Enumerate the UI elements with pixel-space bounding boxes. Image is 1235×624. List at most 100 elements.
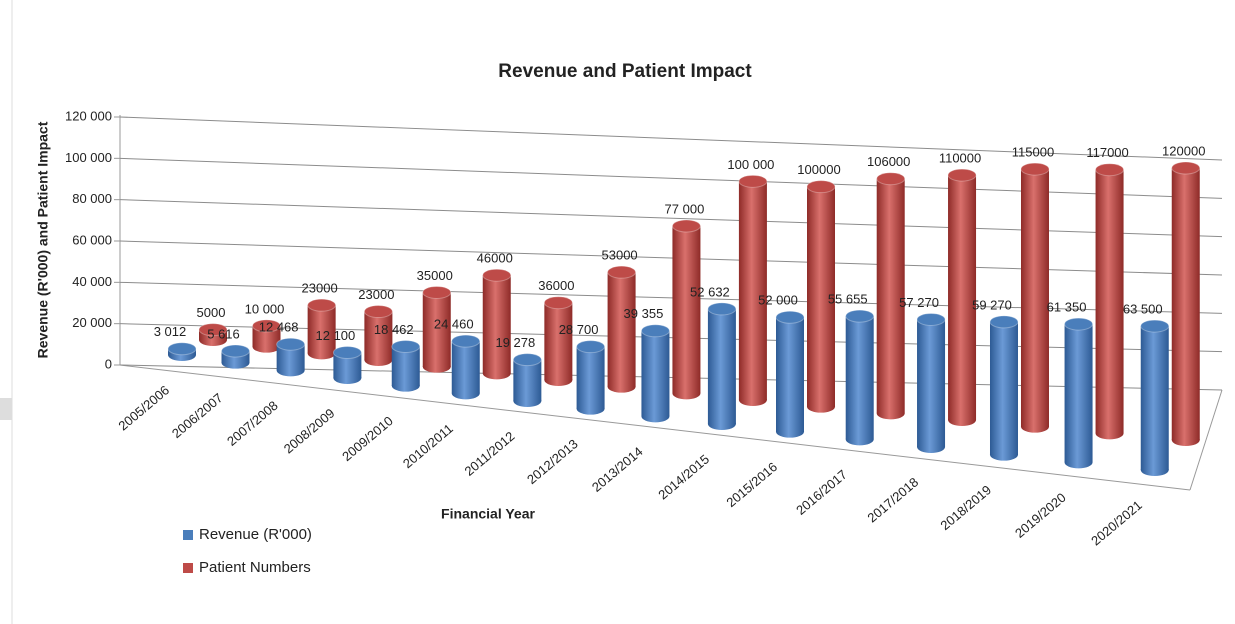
x-tick-label: 2010/2011 [400, 421, 456, 471]
cylinder-top [1064, 317, 1094, 331]
y-axis-label: Revenue (R'000) and Patient Impact [35, 121, 51, 358]
cylinder [707, 302, 737, 430]
grid-line [119, 240, 1223, 276]
cylinder-top [482, 268, 512, 282]
cylinder [989, 315, 1019, 461]
cylinder-top [451, 334, 481, 348]
cylinder-body [364, 311, 393, 360]
value-label: 10 000 [245, 301, 285, 316]
value-label: 120000 [1162, 143, 1205, 158]
cylinder-body [672, 225, 701, 394]
x-tick-label: 2016/2017 [793, 467, 850, 518]
cylinder-top [276, 337, 306, 351]
value-label: 117000 [1086, 145, 1128, 160]
x-tick-label: 2008/2009 [281, 405, 338, 456]
value-label: 24 460 [434, 317, 474, 332]
cylinder-top [252, 319, 282, 333]
x-tick-label: 2020/2021 [1088, 497, 1145, 548]
cylinder [640, 324, 670, 423]
value-label: 12 100 [316, 328, 356, 343]
y-tick-label: 20 000 [72, 315, 112, 330]
value-label: 53000 [602, 248, 638, 263]
cylinder-top [543, 296, 573, 310]
cylinder-top [989, 315, 1019, 329]
grid-line [119, 116, 1223, 161]
value-label: 55 655 [828, 292, 868, 307]
x-tick-label: 2018/2019 [937, 482, 994, 533]
x-tick-label: 2014/2015 [655, 451, 712, 502]
x-tick-label: 2005/2006 [115, 382, 172, 433]
value-label: 115000 [1012, 145, 1054, 160]
cylinder-body [307, 305, 336, 354]
cylinder-body [807, 186, 835, 407]
legend-swatch [183, 530, 193, 540]
cylinder [276, 337, 306, 377]
value-label: 61 350 [1047, 300, 1087, 315]
x-tick-label: 2007/2008 [224, 398, 281, 449]
cylinder-body [252, 325, 281, 347]
cylinder-top [167, 342, 197, 356]
cylinder-body [989, 321, 1018, 455]
value-label: 52 000 [758, 293, 798, 308]
cylinder-top [1140, 319, 1170, 333]
cylinder [167, 342, 197, 361]
cylinder [947, 168, 977, 426]
cylinder-top [512, 353, 542, 367]
cylinder-top [363, 305, 393, 319]
value-label: 57 270 [899, 295, 939, 310]
cylinder-body [1064, 324, 1093, 463]
cylinder [221, 344, 251, 369]
value-label: 106000 [867, 154, 910, 169]
cylinder-body [1171, 168, 1200, 440]
value-label: 100 000 [727, 157, 774, 172]
cylinder [607, 265, 637, 393]
cylinder-body [845, 316, 874, 440]
cylinder-top [391, 340, 421, 354]
cylinder [1171, 161, 1201, 446]
x-tick-label: 2017/2018 [864, 474, 921, 525]
x-tick-label: 2019/2020 [1012, 490, 1069, 541]
value-label: 5 616 [207, 326, 240, 341]
cylinder-top [1171, 161, 1201, 175]
value-label: 100000 [797, 162, 840, 177]
cylinder [806, 180, 836, 413]
value-label: 46000 [477, 251, 513, 266]
cylinder-body [707, 308, 736, 424]
floor-front [119, 364, 1191, 491]
cylinder [1020, 162, 1050, 433]
value-label: 19 278 [495, 335, 535, 350]
cylinder [307, 298, 337, 360]
cylinder [543, 296, 573, 386]
cylinder-top [221, 344, 251, 358]
value-label: 35000 [417, 268, 453, 283]
chart-title: Revenue and Patient Impact [498, 61, 752, 82]
cylinder-body [544, 302, 573, 380]
cylinder [252, 319, 282, 353]
x-axis-label: Financial Year [441, 506, 535, 522]
cylinder-body [876, 178, 905, 414]
value-label: 18 462 [374, 322, 414, 337]
y-tick-label: 100 000 [65, 150, 112, 165]
x-tick-label: 2013/2014 [589, 444, 646, 495]
cylinder [332, 346, 362, 384]
grid-line [119, 157, 1223, 199]
x-tick-label: 2015/2016 [723, 459, 780, 510]
cylinder-top [640, 324, 670, 338]
y-tick-label: 0 [105, 356, 112, 371]
cylinder-body [576, 346, 605, 409]
cylinder-top [307, 298, 337, 312]
cylinder-body [917, 319, 946, 447]
cylinder-body [513, 359, 542, 401]
cylinder [876, 172, 906, 420]
cylinder [576, 340, 606, 415]
y-tick-label: 120 000 [65, 108, 112, 123]
value-label: 59 270 [972, 297, 1012, 312]
value-label: 36000 [538, 278, 574, 293]
cylinder-top [422, 285, 452, 299]
cylinder-top [332, 346, 362, 360]
cylinder-top [738, 174, 768, 188]
y-tick-label: 60 000 [72, 232, 112, 247]
cylinder-body [422, 292, 451, 367]
value-label: 52 632 [690, 284, 730, 299]
y-tick-label: 40 000 [72, 274, 112, 289]
